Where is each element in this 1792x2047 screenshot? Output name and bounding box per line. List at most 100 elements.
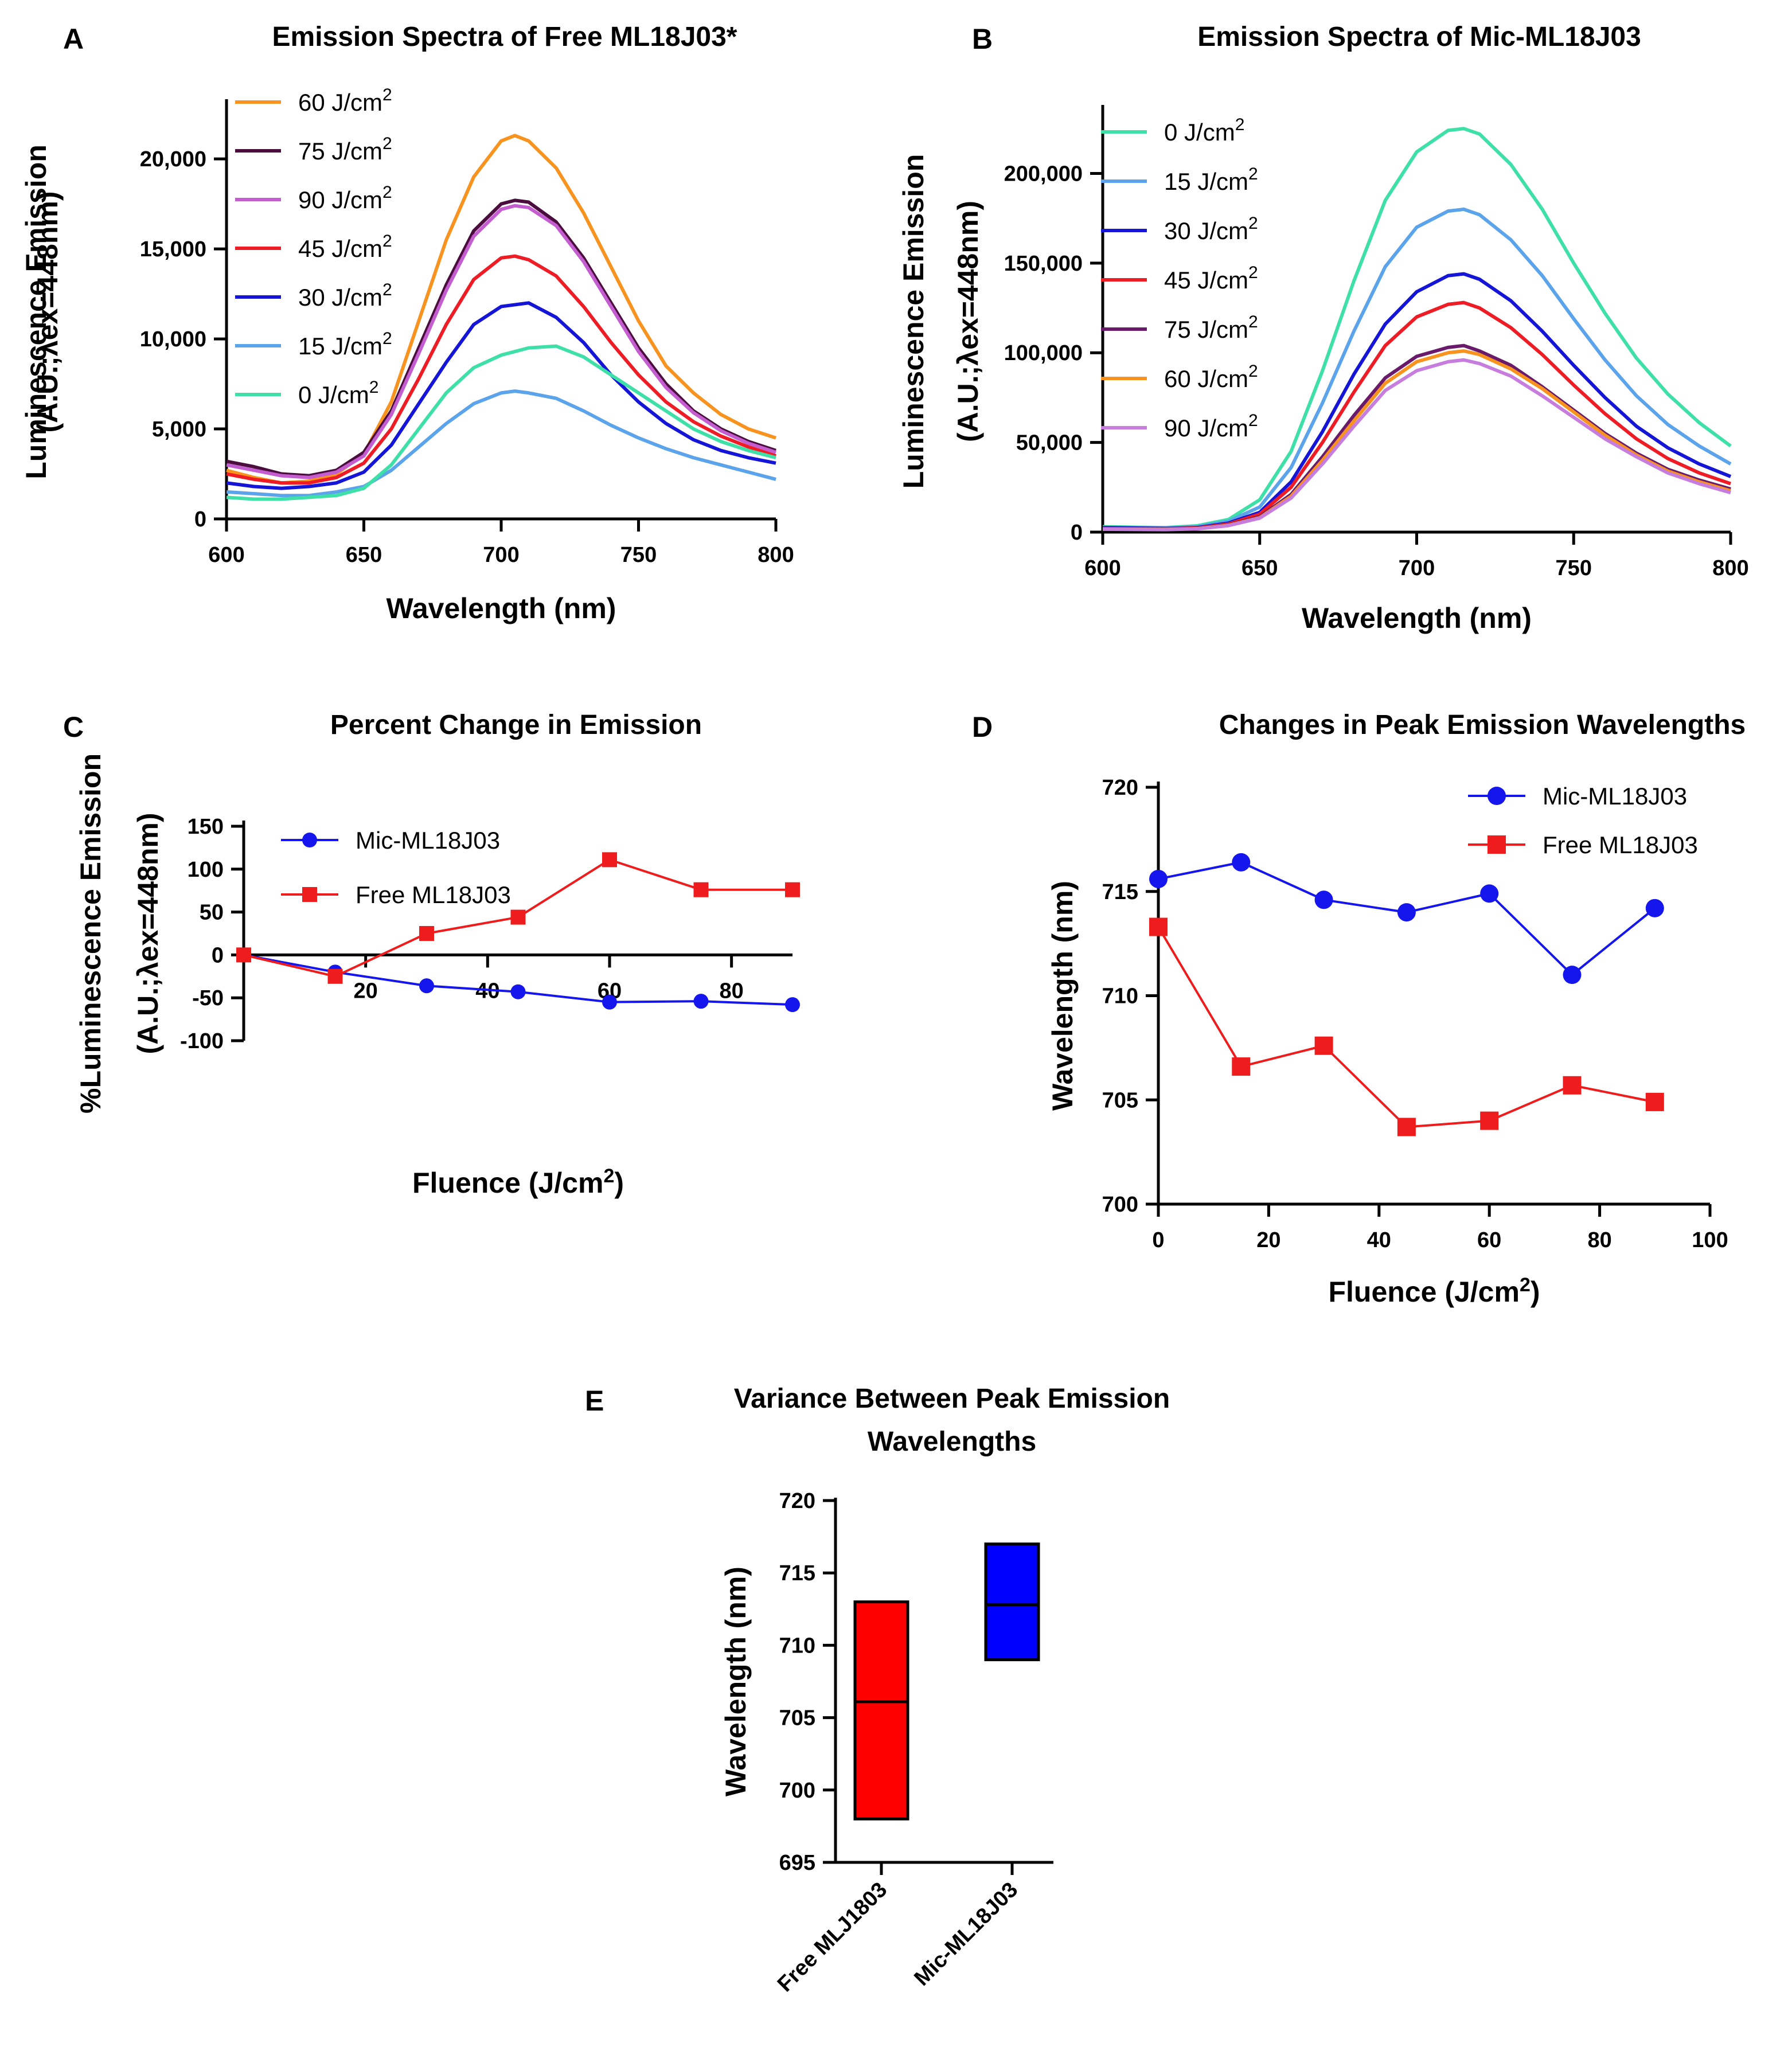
chart-title: Emission Spectra of Mic-ML18J03 [1197, 22, 1641, 52]
legend-marker [302, 833, 317, 847]
x-tick-label: 600 [208, 543, 244, 567]
series-Free-ML18J03 [1149, 917, 1664, 1136]
y-axis-label: Luminescence Emission [897, 154, 930, 489]
data-point [1563, 1076, 1582, 1095]
data-point [236, 947, 251, 963]
y-axis-label-units: (A.U.;λex=448nm) [952, 201, 984, 442]
x-tick-label: Free MLJ1803 [773, 1878, 892, 1997]
legend-label: Mic-ML18J03 [1543, 783, 1687, 810]
panel-E: E Variance Between Peak Emission Wavelengt… [585, 1384, 1170, 1997]
series-45-J-cm2 [226, 254, 776, 485]
y-tick-label: 695 [779, 1851, 815, 1875]
data-point [510, 909, 526, 925]
legend-marker [302, 887, 317, 902]
series-30-J-cm2 [1102, 272, 1732, 530]
panel-D: D Changes in Peak Emission Wavelengths 700… [972, 710, 1746, 1308]
series-line [1102, 208, 1732, 530]
x-tick-label: 0 [1152, 1228, 1164, 1252]
y-tick-label: 100,000 [1004, 341, 1083, 365]
series-15-J-cm2 [226, 389, 776, 498]
legend: Mic-ML18J03 Free ML18J03 [281, 827, 511, 908]
legend-label: Free ML18J03 [1543, 831, 1698, 858]
y-tick-label: 150,000 [1004, 252, 1083, 276]
x-tick-label: 40 [1367, 1228, 1391, 1252]
y-tick-label: 0 [194, 507, 206, 532]
x-axis-label: Fluence (J/cm2) [1328, 1274, 1540, 1308]
panel-letter: E [585, 1385, 604, 1417]
chart-title: Percent Change in Emission [330, 710, 702, 740]
panel-letter: C [63, 711, 84, 743]
panel-C: C Percent Change in Emission -100 -50 0 50 100… [63, 710, 800, 1199]
y-tick-label: 700 [1102, 1193, 1138, 1217]
series-line [226, 301, 776, 490]
data-point [693, 994, 709, 1009]
data-point [1480, 884, 1499, 903]
chart-title: Changes in Peak Emission Wavelengths [1219, 710, 1746, 740]
series-line [226, 198, 776, 478]
x-tick-label: 20 [354, 979, 378, 1003]
y-tick-label: 715 [779, 1561, 815, 1585]
y-tick-label: 10,000 [140, 327, 206, 351]
data-point [1645, 1092, 1664, 1111]
series-line [226, 204, 776, 479]
x-axis-label: Wavelength (nm) [386, 592, 616, 624]
x-tick-label: 600 [1084, 556, 1121, 580]
x-tick-label: 750 [1556, 556, 1592, 580]
x-tick-label: 700 [483, 543, 519, 567]
panel-B: B Emission Spectra of Mic-ML18J03 0 50,000 1… [897, 22, 1749, 634]
data-point [327, 968, 343, 984]
data-point [602, 852, 617, 868]
data-point [785, 997, 800, 1013]
legend-label: 30 J/cm2 [298, 280, 392, 311]
data-point [1149, 917, 1168, 936]
series-Free-ML18J03 [236, 852, 800, 984]
legend-label: 60 J/cm2 [1164, 362, 1258, 392]
x-axis-label: Fluence (J/cm2) [412, 1165, 624, 1199]
data-point [1645, 899, 1664, 917]
legend: Mic-ML18J03 Free ML18J03 [1468, 783, 1698, 858]
data-point [1397, 903, 1416, 922]
legend-label: 15 J/cm2 [298, 329, 392, 360]
panel-letter: D [972, 711, 993, 743]
x-tick-label: 800 [1712, 556, 1748, 580]
y-tick-label: 15,000 [140, 237, 206, 261]
legend-label: Free ML18J03 [356, 881, 511, 908]
series-line [226, 254, 776, 485]
y-tick-label: 20,000 [140, 147, 206, 171]
y-tick-label: 705 [779, 1706, 815, 1730]
series-90-J-cm2 [226, 204, 776, 479]
series-line [226, 134, 776, 485]
x-tick-label: 100 [1692, 1228, 1728, 1252]
data-point [785, 882, 800, 897]
legend-label: 60 J/cm2 [298, 85, 392, 116]
series-0-J-cm2 [226, 344, 776, 501]
y-tick-label: 720 [779, 1489, 815, 1513]
legend-label: 15 J/cm2 [1164, 165, 1258, 195]
legend-label: 0 J/cm2 [298, 378, 378, 408]
legend-label: 75 J/cm2 [298, 134, 392, 165]
panel-letter: B [972, 23, 993, 55]
series-90-J-cm2 [1102, 358, 1731, 532]
y-tick-label: 720 [1102, 776, 1138, 800]
legend: 60 J/cm2 75 J/cm2 90 J/cm2 45 J/cm2 30 J/cm2… [235, 85, 392, 408]
legend-label: 45 J/cm2 [298, 232, 392, 262]
x-tick-label: 60 [1477, 1228, 1501, 1252]
x-axis-label: Wavelength (nm) [1302, 602, 1532, 634]
y-tick-label: 715 [1102, 880, 1138, 904]
legend-label: 30 J/cm2 [1164, 214, 1258, 244]
legend-label: 75 J/cm2 [1164, 312, 1258, 343]
y-tick-label: 100 [188, 858, 224, 882]
y-tick-label: 200,000 [1004, 162, 1083, 186]
y-axis-label-units: (A.U.;λex=448nm) [32, 192, 64, 433]
series-line [1157, 926, 1656, 1128]
data-point [1149, 869, 1168, 888]
x-tick-label: 800 [758, 543, 794, 567]
data-point [1232, 1057, 1251, 1076]
y-tick-label: 700 [779, 1779, 815, 1803]
legend-label: 45 J/cm2 [1164, 263, 1258, 294]
y-tick-label: 5,000 [152, 417, 206, 442]
y-tick-label: 50,000 [1016, 431, 1083, 455]
series-line [1102, 272, 1732, 530]
data-point [510, 984, 526, 999]
data-point [602, 994, 617, 1010]
